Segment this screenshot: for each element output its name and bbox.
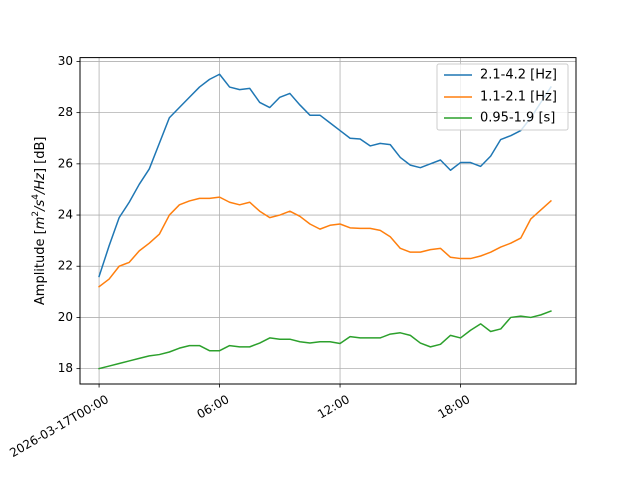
legend-label-2-1-4-2-hz: 2.1-4.2 [Hz]	[480, 68, 557, 83]
legend-label-0-95-1-9-s: 0.95-1.9 [s]	[480, 111, 555, 126]
y-tick-label: 22	[58, 259, 73, 273]
legend: 2.1-4.2 [Hz] 1.1-2.1 [Hz] 0.95-1.9 [s]	[436, 63, 569, 131]
y-axis-title-m: m	[33, 217, 48, 230]
y-axis-title-exp4: 4	[31, 194, 41, 200]
y-axis-title: Amplitude [m2/s4/Hz] [dB]	[31, 136, 48, 305]
y-tick-label: 26	[58, 156, 73, 170]
legend-label-1-1-2-1-hz: 1.1-2.1 [Hz]	[480, 90, 557, 105]
y-tick-label: 24	[58, 208, 73, 222]
series-line-2-1-4-2-hz	[98, 73, 552, 278]
plot-frame	[79, 57, 577, 385]
legend-box	[436, 63, 569, 131]
y-axis-title-prefix: Amplitude [	[33, 229, 48, 305]
y-tick-label: 18	[58, 361, 73, 375]
y-axis-title-slash-s: /s	[33, 200, 48, 212]
y-axis-title-exp2: 2	[31, 211, 41, 217]
y-axis-title-suffix: ] [dB]	[33, 136, 48, 173]
series-layer	[98, 73, 552, 370]
y-axis-title-hz: /Hz	[33, 172, 48, 195]
y-tick-label: 20	[58, 310, 73, 324]
series-line-1-1-2-1-hz	[98, 196, 552, 288]
y-tick-label: 30	[58, 54, 73, 68]
series-line-0-95-1-9-s	[98, 310, 552, 370]
y-tick-label: 28	[58, 105, 73, 119]
